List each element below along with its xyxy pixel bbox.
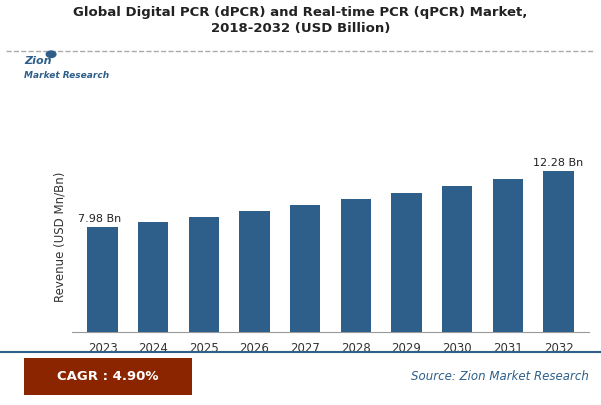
- Text: CAGR : 4.90%: CAGR : 4.90%: [58, 370, 159, 383]
- Text: Global Digital PCR (dPCR) and Real-time PCR (qPCR) Market,: Global Digital PCR (dPCR) and Real-time …: [73, 6, 528, 19]
- Bar: [189, 217, 219, 332]
- Bar: [493, 179, 523, 332]
- Bar: [138, 222, 168, 332]
- Text: Source: Zion Market Research: Source: Zion Market Research: [411, 370, 589, 383]
- Bar: [543, 171, 574, 332]
- Bar: [391, 192, 422, 332]
- Bar: [290, 205, 320, 332]
- Text: Market Research: Market Research: [24, 71, 109, 80]
- Text: 2018-2032 (USD Billion): 2018-2032 (USD Billion): [211, 22, 390, 35]
- Text: Zion: Zion: [24, 56, 52, 66]
- Text: 7.98 Bn: 7.98 Bn: [78, 214, 121, 224]
- Bar: [442, 186, 472, 332]
- Bar: [239, 211, 270, 332]
- Bar: [341, 199, 371, 332]
- Bar: [87, 227, 118, 332]
- Text: 12.28 Bn: 12.28 Bn: [534, 158, 584, 168]
- Y-axis label: Revenue (USD Mn/Bn): Revenue (USD Mn/Bn): [53, 172, 67, 302]
